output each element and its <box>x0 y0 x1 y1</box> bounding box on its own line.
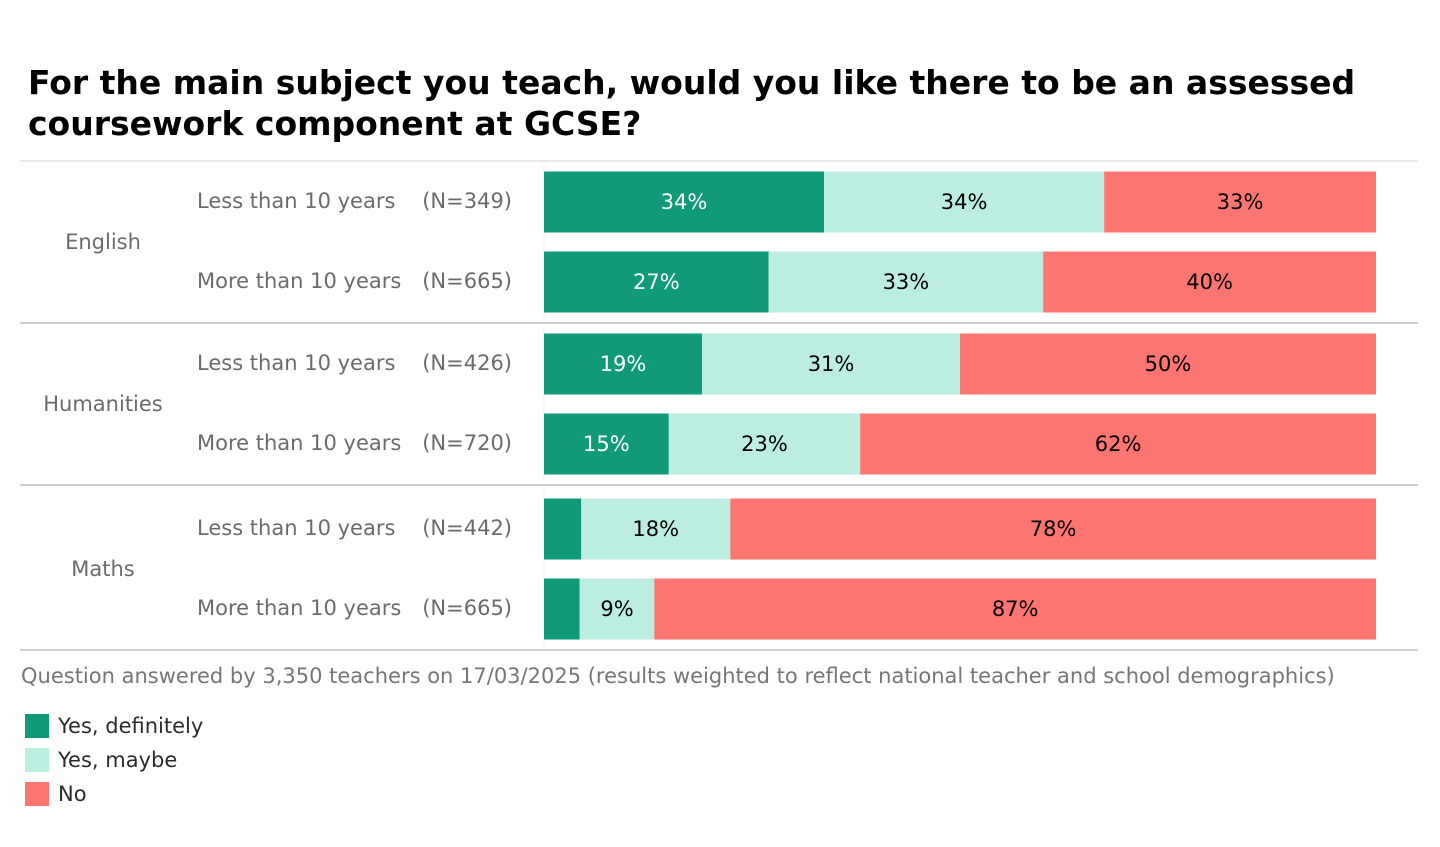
data-label: 87% <box>992 597 1039 621</box>
legend-swatch-no <box>25 782 49 806</box>
row-n-label: (N=442) <box>422 516 512 540</box>
row-label: More than 10 years <box>197 431 401 455</box>
bar-segment-yes-maybe <box>668 413 861 475</box>
legend-label: Yes, maybe <box>58 748 178 772</box>
legend: Yes, definitely Yes, maybe No <box>25 709 203 811</box>
bar-segment-yes-definitely <box>544 578 580 640</box>
data-label: 34% <box>941 190 988 214</box>
row-label: Less than 10 years <box>197 516 395 540</box>
data-label: 18% <box>632 517 679 541</box>
group-label: Humanities <box>43 392 163 416</box>
data-label: 78% <box>1030 517 1077 541</box>
legend-swatch-yes-maybe <box>25 748 49 772</box>
legend-swatch-yes-definitely <box>25 714 49 738</box>
row-label: More than 10 years <box>197 269 401 293</box>
data-label: 19% <box>600 352 647 376</box>
data-label: 27% <box>633 270 680 294</box>
data-label: 23% <box>741 432 788 456</box>
row-label: Less than 10 years <box>197 189 395 213</box>
bar-segment-yes-definitely <box>544 413 669 475</box>
data-label: 40% <box>1186 270 1233 294</box>
bar-segment-no <box>1104 171 1376 233</box>
legend-item-yes-definitely: Yes, definitely <box>25 709 203 743</box>
bar-segment-yes-maybe <box>702 333 960 395</box>
bar-segment-yes-definitely <box>544 171 825 233</box>
bar-segment-yes-definitely <box>544 498 582 560</box>
bar-segment-yes-maybe <box>581 498 731 560</box>
bar-segment-no <box>654 578 1376 640</box>
bar-segment-no <box>860 413 1376 475</box>
chart-plot: English Less than 10 years (N=349) 34% 34% 33… <box>20 160 1418 651</box>
data-label: 9% <box>600 597 633 621</box>
row-n-label: (N=426) <box>422 351 512 375</box>
data-label: 33% <box>1217 190 1264 214</box>
legend-label: Yes, definitely <box>58 714 204 738</box>
row-label: More than 10 years <box>197 596 401 620</box>
bar-segment-yes-maybe <box>768 251 1044 313</box>
bar-segment-no <box>1043 251 1376 313</box>
bar-segment-yes-maybe <box>824 171 1105 233</box>
row-n-label: (N=665) <box>422 269 512 293</box>
row-n-label: (N=720) <box>422 431 512 455</box>
data-label: 31% <box>808 352 855 376</box>
data-label: 34% <box>661 190 708 214</box>
group-label: Maths <box>71 557 134 581</box>
bar-segment-no <box>730 498 1376 560</box>
row-n-label: (N=665) <box>422 596 512 620</box>
data-label: 33% <box>883 270 930 294</box>
bar-segment-yes-maybe <box>579 578 655 640</box>
legend-label: No <box>58 782 87 806</box>
bar-segment-no <box>960 333 1376 395</box>
row-n-label: (N=349) <box>422 189 512 213</box>
row-label: Less than 10 years <box>197 351 395 375</box>
data-label: 62% <box>1095 432 1142 456</box>
chart-note: Question answered by 3,350 teachers on 1… <box>21 664 1335 688</box>
data-label: 15% <box>583 432 630 456</box>
chart-title: For the main subject you teach, would yo… <box>28 63 1356 143</box>
bar-segment-yes-definitely <box>544 251 769 313</box>
data-label: 50% <box>1145 352 1192 376</box>
group-label: English <box>65 230 141 254</box>
bar-segment-yes-definitely <box>544 333 703 395</box>
legend-item-no: No <box>25 777 203 811</box>
legend-item-yes-maybe: Yes, maybe <box>25 743 203 777</box>
